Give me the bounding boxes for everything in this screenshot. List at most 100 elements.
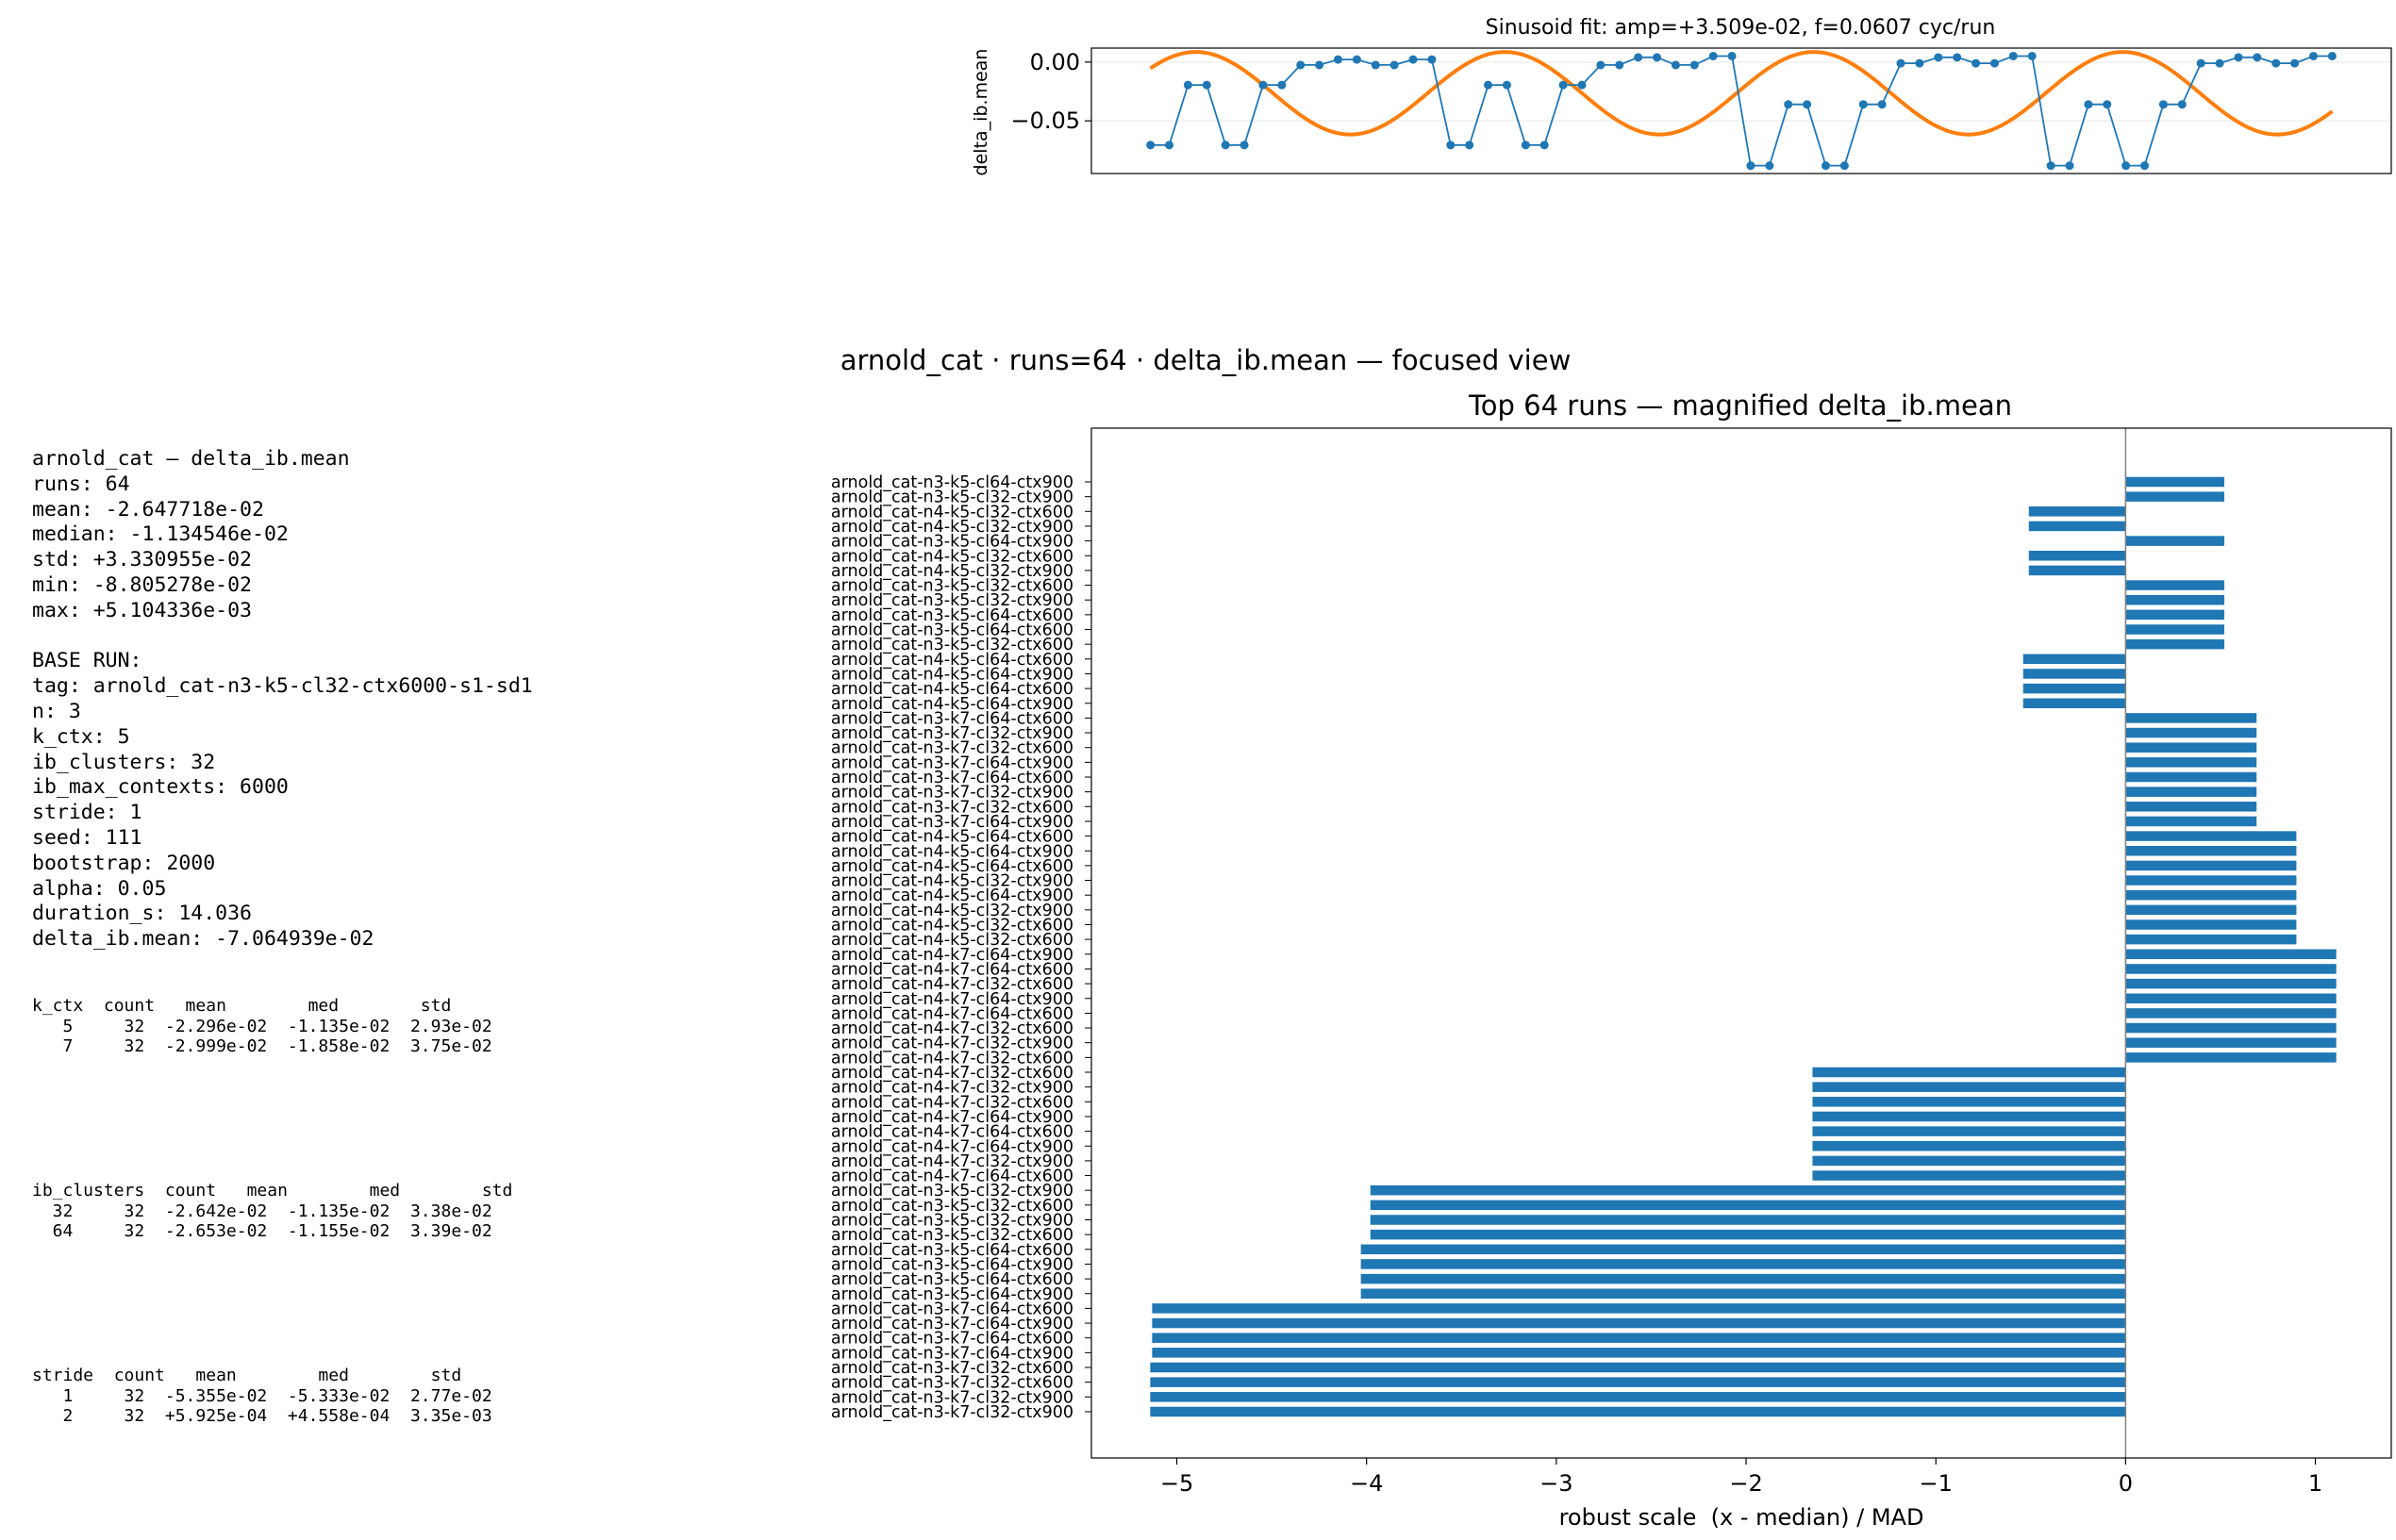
bar [2125,624,2224,635]
observed-point [2065,161,2074,171]
observed-point [1727,51,1737,60]
bar [1152,1348,2126,1358]
bar-x-tick-label: −4 [1350,1470,1383,1497]
bar [2022,683,2126,694]
observed-point [1577,80,1587,90]
observed-point [1389,60,1399,70]
observed-point [1277,80,1287,90]
stats-line: tag: arnold_cat-n3-k5-cl32-ctx6000-s1-sd… [32,674,533,699]
stats-line: bootstrap: 2000 [32,851,216,875]
bar [2125,1008,2337,1018]
observed-point [1858,100,1868,109]
bar-category-label: arnold_cat-n3-k7-cl64-ctx900 [831,1344,1073,1363]
bar [2125,875,2297,886]
observed-point [2253,53,2262,62]
observed-point [1746,161,1755,171]
bar [1812,1082,2126,1092]
ib-clusters-table-line: 64 32 -2.653e-02 -1.155e-02 3.39e-02 [32,1221,492,1241]
bar [1360,1288,2126,1299]
observed-point [1708,51,1718,60]
ib-clusters-table-line: 32 32 -2.642e-02 -1.135e-02 3.38e-02 [32,1201,492,1221]
bar [2125,757,2257,768]
bar [1370,1229,2126,1240]
stats-line: k_ctx: 5 [32,724,130,749]
bar-category-label: arnold_cat-n4-k5-cl64-ctx900 [831,695,1073,714]
bar-category-label: arnold_cat-n3-k7-cl32-ctx900 [831,784,1073,803]
bar [1150,1377,2126,1387]
summary-stats-text: arnold_cat — delta_ib.mean runs: 64 mean… [32,447,533,952]
observed-point [1972,58,1981,68]
bar [2125,609,2224,621]
bar-category-label: arnold_cat-n3-k7-cl32-ctx600 [831,1374,1073,1393]
stats-line: BASE RUN: [32,649,142,673]
stats-line: ib_max_contexts: 6000 [32,775,289,800]
bar-category-label: arnold_cat-n4-k7-cl32-ctx600 [831,1093,1073,1112]
observed-point [1165,141,1174,150]
observed-point [1221,141,1230,150]
stride-table-line: stride count mean med std [32,1366,462,1385]
observed-point [1202,80,1211,90]
bar [1360,1244,2126,1255]
observed-point [1352,55,1361,64]
bar [2028,521,2126,532]
observed-point [1315,60,1324,70]
bar-category-label: arnold_cat-n3-k7-cl32-ctx600 [831,798,1073,817]
observed-point [2027,51,2037,60]
observed-point [1634,53,1643,62]
bar [2125,993,2337,1003]
observed-point [1558,80,1568,90]
observed-point [1596,60,1606,70]
bar-category-label: arnold_cat-n4-k5-cl32-ctx600 [831,503,1073,522]
bar [2028,506,2126,517]
bar-category-label: arnold_cat-n4-k7-cl32-ctx900 [831,1035,1073,1053]
stats-line: max: +5.104336e-03 [32,598,252,622]
stats-line: arnold_cat — delta_ib.mean [32,447,350,471]
observed-point [1915,58,1924,68]
bar-category-label: arnold_cat-n3-k5-cl64-ctx900 [831,1285,1073,1304]
bar-category-label: arnold_cat-n4-k5-cl64-ctx600 [831,680,1073,699]
bar-category-label: arnold_cat-n3-k5-cl32-ctx900 [831,1182,1073,1201]
bar [2022,669,2126,679]
bar-category-label: arnold_cat-n3-k5-cl32-ctx600 [831,1226,1073,1245]
bar-category-label: arnold_cat-n3-k7-cl32-ctx600 [831,739,1073,758]
bar-category-labels: arnold_cat-n3-k5-cl64-ctx900arnold_cat-n… [831,473,1091,1422]
sine-y-tick-label: −0.05 [1010,108,1080,134]
bar-category-label: arnold_cat-n4-k5-cl64-ctx600 [831,828,1073,847]
bar [1152,1317,2126,1329]
observed-point [2084,100,2093,109]
bar [2125,964,2337,974]
bar-category-label: arnold_cat-n4-k5-cl64-ctx900 [831,842,1073,861]
bar [1150,1392,2126,1402]
observed-point [1803,100,1812,109]
observed-point [1896,58,1905,68]
bar-category-label: arnold_cat-n3-k5-cl64-ctx900 [831,1255,1073,1274]
observed-point [2290,58,2300,68]
bar [2125,919,2297,930]
bar [2125,934,2297,945]
observed-series-line [1150,55,2333,167]
bar [2125,713,2257,723]
bar-category-label: arnold_cat-n3-k5-cl64-ctx900 [831,533,1073,552]
bar [2125,742,2257,753]
bar-category-label: arnold_cat-n4-k5-cl32-ctx900 [831,902,1073,920]
bar-category-label: arnold_cat-n3-k7-cl64-ctx600 [831,709,1073,728]
observed-point [1465,141,1474,150]
figure-suptitle: arnold_cat · runs=64 · delta_ib.mean — f… [840,344,1572,376]
observed-point [1240,141,1249,150]
bar [2125,860,2297,871]
bar-category-label: arnold_cat-n3-k5-cl32-ctx900 [831,1212,1073,1231]
stats-line: n: 3 [32,699,81,723]
observed-point [2140,161,2150,171]
bar-category-label: arnold_cat-n4-k7-cl32-ctx600 [831,975,1073,994]
bar [1812,1097,2126,1107]
observed-point [1839,161,1849,171]
observed-point [1765,161,1774,171]
bar-category-label: arnold_cat-n4-k5-cl32-ctx900 [831,562,1073,581]
bar-category-label: arnold_cat-n4-k7-cl64-ctx900 [831,990,1073,1009]
stats-line: mean: -2.647718e-02 [32,497,264,522]
bar-category-label: arnold_cat-n3-k5-cl64-ctx600 [831,606,1073,625]
bar-category-label: arnold_cat-n3-k7-cl64-ctx600 [831,1300,1073,1318]
bar [1152,1333,2126,1343]
bar-category-label: arnold_cat-n4-k5-cl32-ctx600 [831,917,1073,936]
observed-point [1502,80,1511,90]
